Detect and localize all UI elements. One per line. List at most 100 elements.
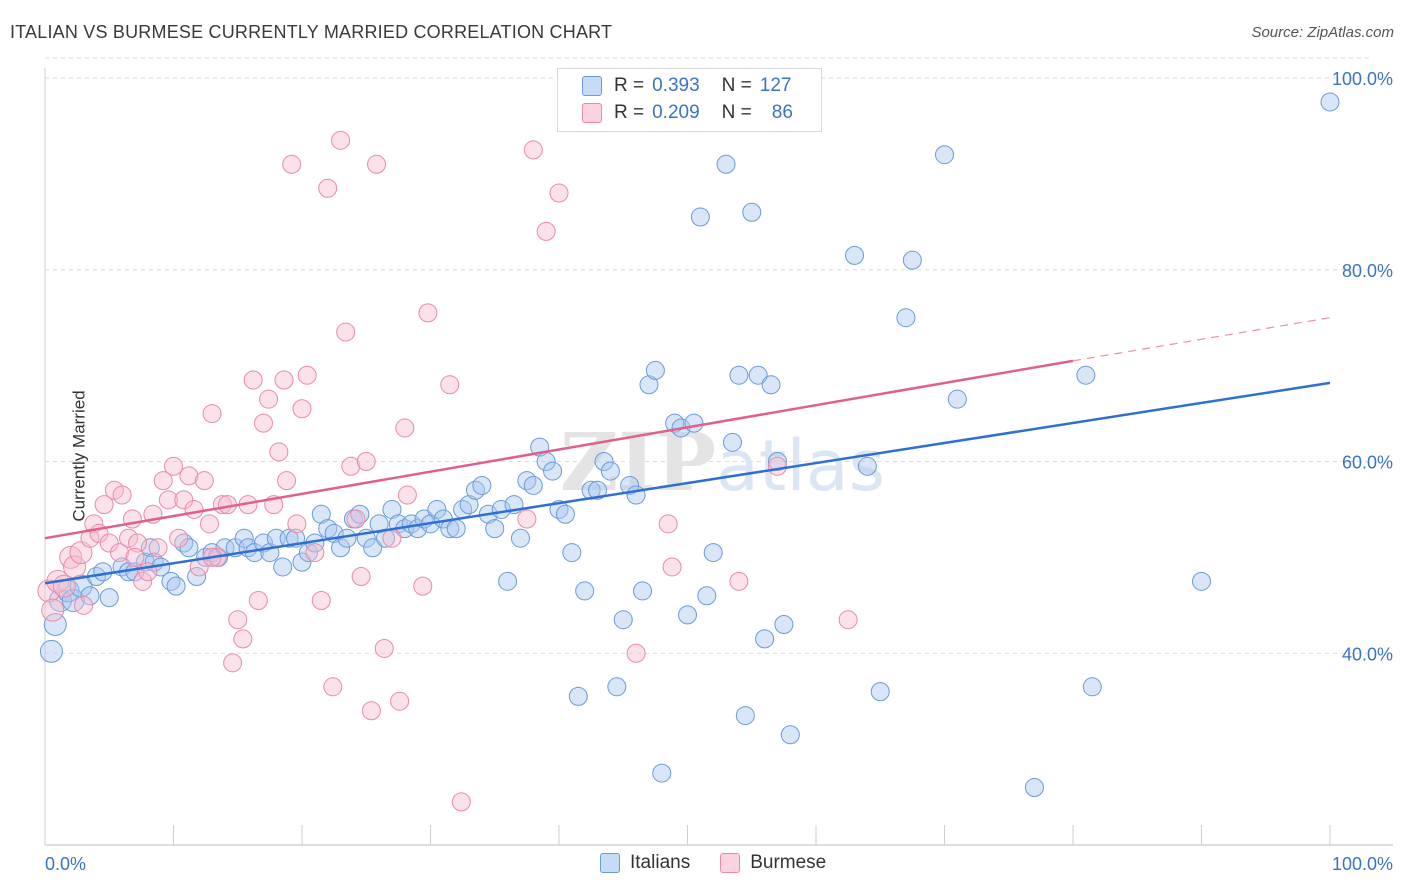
point-italians <box>703 543 723 563</box>
point-italians <box>684 413 704 433</box>
point-italians <box>446 519 466 539</box>
point-burmese <box>253 413 273 433</box>
point-burmese <box>69 541 93 565</box>
point-italians <box>1076 365 1096 385</box>
point-italians <box>600 461 620 481</box>
correlation-legend: R = 0.393 N = 127 R = 0.209 N = 86 <box>557 68 822 132</box>
point-burmese <box>413 576 433 596</box>
point-italians <box>896 308 916 328</box>
point-burmese <box>351 567 371 587</box>
point-burmese <box>297 365 317 385</box>
point-burmese <box>110 543 130 563</box>
point-burmese <box>729 571 749 591</box>
point-italians <box>485 519 505 539</box>
point-burmese <box>374 638 394 658</box>
point-burmese <box>112 485 132 505</box>
point-italians <box>1024 777 1044 797</box>
point-italians <box>594 452 614 471</box>
legend-label-italians: Italians <box>630 852 691 873</box>
point-italians <box>748 365 768 385</box>
point-burmese <box>626 643 646 663</box>
legend-n-value: 127 <box>759 75 792 96</box>
point-italians <box>234 528 254 548</box>
legend-r-label: R = <box>614 102 645 123</box>
point-italians <box>459 495 479 515</box>
point-burmese <box>99 533 119 553</box>
point-burmese <box>269 442 289 462</box>
point-italians <box>498 571 518 591</box>
legend-item-burmese[interactable]: Burmese <box>720 852 826 874</box>
point-burmese <box>228 610 248 630</box>
trendline-burmese-extension <box>1072 317 1331 362</box>
point-burmese <box>282 154 302 174</box>
point-burmese <box>382 528 402 548</box>
point-italians <box>215 538 235 558</box>
point-italians <box>626 485 646 505</box>
point-italians <box>742 202 762 222</box>
point-burmese <box>174 490 194 510</box>
point-burmese <box>199 514 219 534</box>
point-burmese <box>390 691 410 711</box>
y-tick-label: 80.0% <box>1342 261 1393 281</box>
series-legend: Italians Burmese <box>600 852 856 874</box>
point-burmese <box>662 557 682 577</box>
point-italians <box>652 763 672 783</box>
point-burmese <box>74 595 94 615</box>
point-italians <box>678 605 697 625</box>
point-burmese <box>397 485 417 505</box>
point-burmese <box>838 610 858 630</box>
legend-n-label: N = <box>721 102 752 123</box>
point-burmese <box>341 456 361 476</box>
point-italians <box>427 499 447 519</box>
point-italians <box>43 612 67 636</box>
point-burmese <box>395 418 415 438</box>
point-italians <box>39 639 63 663</box>
point-italians <box>1320 92 1340 112</box>
chart-title: ITALIAN VS BURMESE CURRENTLY MARRIED COR… <box>10 22 613 42</box>
point-burmese <box>536 221 556 241</box>
point-burmese <box>184 499 204 519</box>
point-italians <box>80 586 100 606</box>
point-burmese <box>305 543 325 563</box>
point-burmese <box>274 370 294 390</box>
point-italians <box>1192 571 1211 591</box>
point-italians <box>902 250 922 270</box>
point-burmese <box>153 471 173 491</box>
point-burmese <box>133 571 153 591</box>
point-italians <box>722 432 742 452</box>
point-burmese <box>248 591 268 611</box>
point-italians <box>857 456 877 476</box>
point-italians <box>292 552 312 572</box>
point-burmese <box>356 452 376 471</box>
point-italians <box>947 389 967 409</box>
point-burmese <box>128 533 148 553</box>
point-italians <box>331 538 351 558</box>
point-burmese <box>767 456 787 476</box>
point-italians <box>845 245 865 265</box>
legend-n-label: N = <box>721 75 752 96</box>
legend-swatch-italians <box>582 76 602 96</box>
point-italians <box>870 682 890 702</box>
legend-n-value: 86 <box>771 102 793 123</box>
point-burmese <box>331 130 351 150</box>
x-tick-label-min: 0.0% <box>45 854 86 874</box>
point-burmese <box>440 375 460 395</box>
point-burmese <box>223 653 243 673</box>
point-italians <box>93 562 113 582</box>
point-italians <box>166 576 186 596</box>
point-italians <box>729 365 749 385</box>
y-axis-label: Currently Married <box>69 390 89 522</box>
trendline-burmese <box>44 359 1074 540</box>
point-italians <box>369 514 389 534</box>
point-italians <box>935 145 954 165</box>
point-italians <box>761 375 781 395</box>
legend-item-italians[interactable]: Italians <box>600 852 690 874</box>
point-italians <box>716 154 736 174</box>
point-burmese <box>311 591 331 611</box>
point-burmese <box>169 528 189 548</box>
y-tick-label: 100.0% <box>1332 69 1393 89</box>
point-burmese <box>367 154 387 174</box>
point-italians <box>140 538 160 558</box>
point-italians <box>780 725 800 745</box>
